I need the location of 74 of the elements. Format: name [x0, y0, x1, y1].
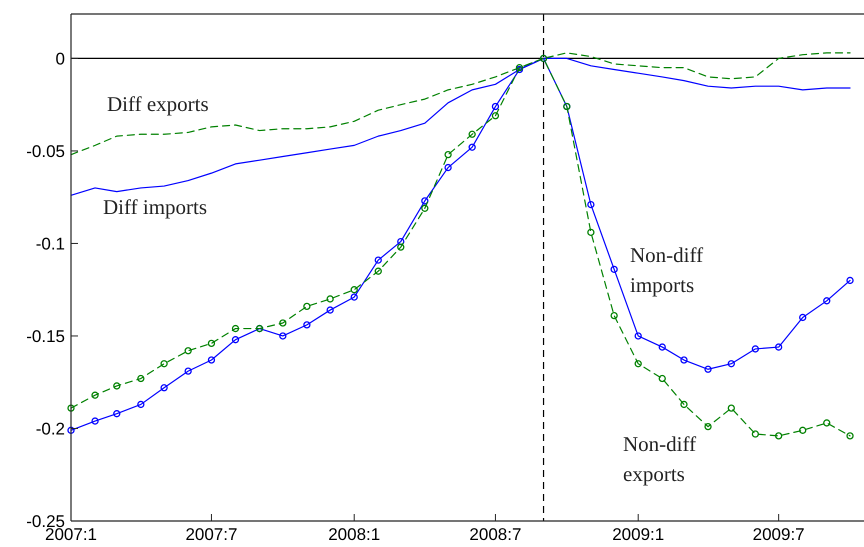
point — [184, 347, 192, 354]
point — [303, 302, 311, 310]
point — [397, 243, 404, 251]
point — [208, 340, 216, 348]
point — [680, 356, 688, 364]
point — [374, 268, 382, 275]
point — [823, 297, 830, 304]
point — [587, 228, 595, 236]
point — [279, 319, 286, 327]
point — [775, 432, 782, 440]
point — [468, 130, 476, 138]
point — [232, 336, 240, 344]
point — [775, 343, 782, 351]
point — [67, 426, 75, 434]
point — [160, 384, 168, 392]
point — [444, 150, 452, 158]
point — [610, 266, 618, 273]
point — [823, 419, 830, 427]
point — [587, 200, 595, 208]
y-tick-label: -0.05 — [26, 142, 65, 161]
point — [421, 204, 428, 212]
point — [752, 430, 760, 438]
point — [137, 374, 144, 382]
y-tick-label: 0 — [56, 49, 65, 68]
point — [113, 410, 120, 418]
y-tick-label: -0.2 — [36, 419, 65, 438]
point — [634, 360, 642, 368]
y-tick-label: -0.15 — [26, 326, 65, 346]
x-tick-label: 2009:1 — [612, 525, 664, 544]
point — [799, 426, 806, 434]
point — [91, 417, 99, 425]
point — [67, 404, 75, 412]
point — [492, 112, 500, 120]
point — [728, 404, 735, 412]
point — [752, 345, 760, 353]
point — [208, 356, 216, 364]
y-tick-label: -0.1 — [36, 234, 65, 254]
point — [610, 312, 618, 320]
point — [113, 382, 120, 390]
point — [326, 295, 334, 303]
point — [397, 238, 404, 246]
point — [137, 400, 144, 408]
point — [728, 360, 735, 368]
point — [184, 367, 192, 375]
point — [704, 366, 712, 373]
point — [658, 343, 666, 351]
point — [634, 332, 642, 340]
point — [492, 102, 500, 110]
series-label: Diff exports — [107, 92, 209, 116]
point — [421, 197, 428, 205]
point — [846, 276, 854, 284]
series-label: Non-diff imports — [630, 243, 704, 297]
point — [91, 392, 99, 399]
point — [279, 332, 286, 340]
point — [160, 360, 168, 368]
point — [350, 293, 358, 301]
series-label: Non-diff exports — [623, 432, 696, 486]
point — [350, 286, 358, 294]
series-label: Diff imports — [103, 195, 208, 219]
point — [444, 164, 452, 172]
point — [468, 144, 476, 151]
point — [374, 256, 382, 264]
point — [680, 400, 688, 408]
x-tick-label: 2009:7 — [752, 525, 805, 544]
point — [799, 314, 806, 322]
point — [232, 324, 240, 332]
x-tick-label: 2008:1 — [328, 525, 380, 544]
point — [303, 321, 311, 329]
x-tick-label: 2008:7 — [469, 525, 522, 544]
point — [704, 422, 712, 430]
point — [326, 306, 334, 314]
point — [658, 374, 666, 382]
x-tick-label: 2007:7 — [185, 525, 238, 544]
point — [846, 432, 854, 440]
